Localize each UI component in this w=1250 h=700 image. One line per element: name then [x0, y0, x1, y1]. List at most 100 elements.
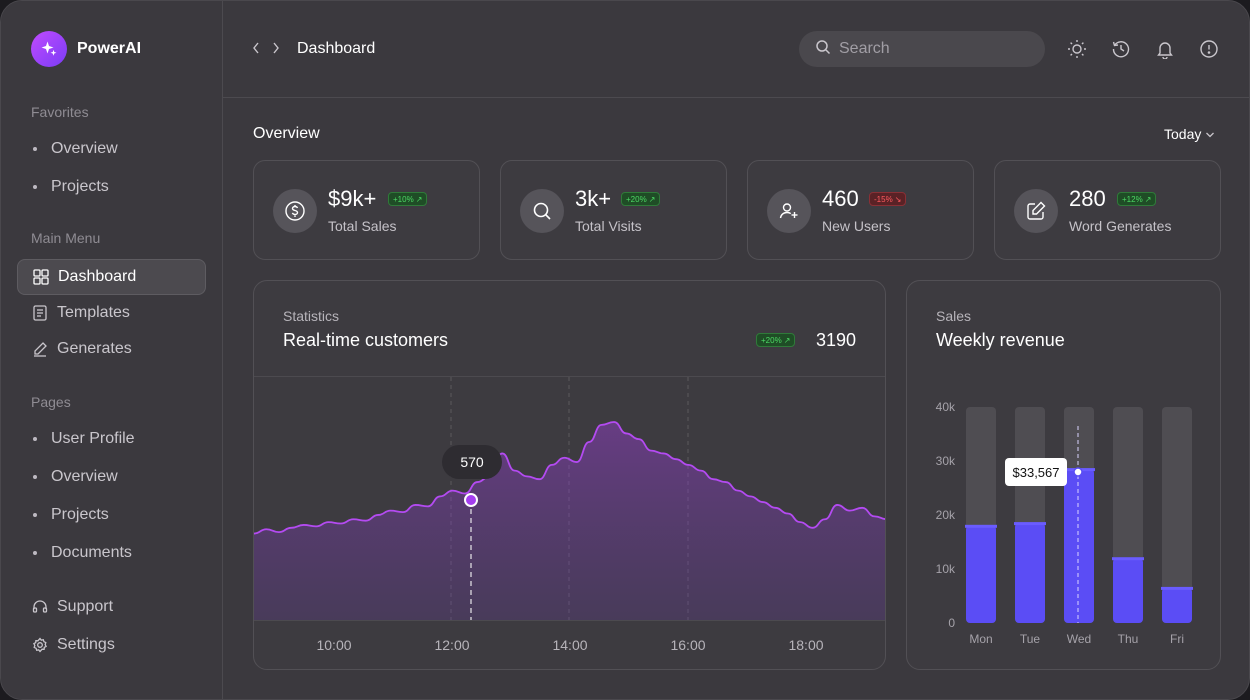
sun-icon[interactable]: [1065, 37, 1089, 61]
sidebar-item-templates[interactable]: Templates: [17, 295, 206, 331]
sidebar-item-support[interactable]: Support: [17, 589, 206, 625]
sidebar-item-dashboard[interactable]: Dashboard: [17, 259, 206, 295]
back-arrow-icon[interactable]: [251, 41, 261, 60]
trend-up-icon: ↗: [415, 194, 423, 204]
favorite-item-overview[interactable]: Overview: [17, 131, 206, 167]
nav-label: Overview: [51, 140, 118, 157]
x-tick-label: 14:00: [552, 637, 588, 653]
x-tick-label: 10:00: [316, 637, 352, 653]
stat-label: Total Visits: [575, 218, 642, 234]
bar-cap: [1014, 522, 1046, 526]
sidebar: PowerAI Favorites Overview Projects Main…: [1, 1, 223, 699]
customers-total: 3190: [815, 330, 856, 350]
brand-name: PowerAI: [77, 40, 142, 57]
panel-title: Weekly revenue: [936, 330, 1065, 350]
area-fill: [254, 422, 885, 620]
stat-card-total-sales[interactable]: $9k+ +10% ↗ Total Sales: [253, 160, 480, 260]
y-tick-label: 30k: [936, 454, 956, 468]
panel-title: Real-time customers: [283, 330, 449, 350]
stat-value: $9k+: [328, 186, 377, 211]
chart-tooltip: 570: [442, 445, 502, 479]
trend-badge: +20% ↗: [621, 192, 661, 206]
sidebar-item-generates[interactable]: Generates: [17, 331, 206, 367]
stat-value: 3k+: [575, 186, 612, 211]
info-icon[interactable]: [1197, 37, 1221, 61]
x-tick-label: 12:00: [434, 637, 470, 653]
trend-up-icon: ↗: [783, 335, 791, 345]
bar-cap: [965, 524, 997, 528]
nav-label: Documents: [51, 544, 132, 561]
stat-card-new-users[interactable]: 460 -15% ↘ New Users: [747, 160, 974, 260]
trend-badge: -15% ↘: [869, 192, 907, 206]
x-tick-label: Mon: [969, 632, 992, 646]
gear-icon: [31, 636, 49, 654]
nav-label: Generates: [57, 340, 132, 357]
bullet-icon: [33, 185, 37, 189]
bullet-icon: [33, 513, 37, 517]
top-header: Dashboard: [223, 1, 1249, 98]
highlight-point[interactable]: [1073, 467, 1083, 477]
highlight-point[interactable]: [466, 495, 476, 505]
bar[interactable]: [1162, 587, 1192, 623]
template-icon: [31, 304, 49, 322]
x-tick-label: 16:00: [670, 637, 706, 653]
search-input[interactable]: [839, 40, 1029, 58]
overview-title: Overview: [253, 125, 320, 142]
bell-icon[interactable]: [1153, 37, 1177, 61]
stat-card-total-visits[interactable]: 3k+ +20% ↗ Total Visits: [500, 160, 727, 260]
nav-label: Settings: [57, 636, 115, 653]
bar[interactable]: [1015, 523, 1045, 623]
x-tick-label: Thu: [1118, 632, 1139, 646]
page-item-documents[interactable]: Documents: [17, 535, 206, 571]
favorites-label: Favorites: [31, 104, 89, 120]
nav-label: Dashboard: [58, 268, 137, 285]
nav-label: Projects: [51, 178, 109, 195]
x-tick-label: 18:00: [788, 637, 824, 653]
y-tick-label: 40k: [936, 400, 956, 414]
main-menu-label: Main Menu: [31, 230, 101, 246]
stat-card-word-generates[interactable]: 280 +12% ↗ Word Generates: [994, 160, 1221, 260]
bar-track: [1162, 407, 1192, 623]
pages-label: Pages: [31, 394, 71, 410]
page-item-user-profile[interactable]: User Profile: [17, 421, 206, 457]
trend-up-icon: ↗: [648, 194, 656, 204]
headset-icon: [31, 598, 49, 616]
nav-label: Support: [57, 598, 114, 615]
bullet-icon: [33, 147, 37, 151]
page-item-projects[interactable]: Projects: [17, 497, 206, 533]
bullet-icon: [33, 551, 37, 555]
page-item-overview[interactable]: Overview: [17, 459, 206, 495]
history-nav: [251, 41, 281, 60]
trend-up-icon: ↗: [1144, 194, 1152, 204]
brand[interactable]: PowerAI: [31, 31, 141, 67]
bar[interactable]: [1064, 469, 1094, 623]
sidebar-item-settings[interactable]: Settings: [17, 627, 206, 663]
bar-cap: [1112, 557, 1144, 561]
x-tick-label: Tue: [1020, 632, 1041, 646]
nav-label: Overview: [51, 468, 118, 485]
dollar-icon: [273, 189, 317, 233]
area-line: [254, 421, 885, 535]
pen-icon: [31, 340, 49, 358]
realtime-area-chart[interactable]: [254, 377, 886, 620]
y-tick-label: 0: [948, 616, 955, 630]
bar[interactable]: [1113, 558, 1143, 623]
forward-arrow-icon[interactable]: [271, 41, 281, 60]
badge-text: +10%: [393, 194, 414, 204]
edit-icon: [1014, 189, 1058, 233]
realtime-customers-panel: Statistics Real-time customers +20% ↗ 319…: [253, 280, 886, 670]
nav-label: Projects: [51, 506, 109, 523]
favorite-item-projects[interactable]: Projects: [17, 169, 206, 205]
grid-icon: [32, 268, 50, 286]
nav-label: Templates: [57, 304, 130, 321]
search-bar[interactable]: [799, 31, 1045, 67]
divider: [254, 376, 885, 377]
history-icon[interactable]: [1109, 37, 1133, 61]
badge-text: +20%: [626, 194, 647, 204]
period-dropdown[interactable]: Today: [1164, 126, 1215, 142]
period-label: Today: [1164, 126, 1202, 142]
page-title: Dashboard: [297, 40, 376, 57]
stat-label: Total Sales: [328, 218, 397, 234]
bar-cap: [1161, 586, 1193, 590]
bar[interactable]: [966, 525, 996, 623]
